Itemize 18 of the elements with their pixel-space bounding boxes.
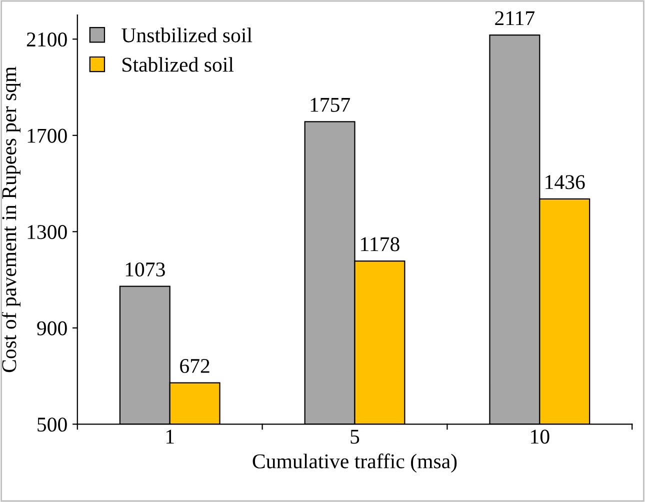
- y-axis-title: Cost of pavement in Rupees per sqm: [1, 66, 20, 372]
- legend-label: Stablized soil: [122, 57, 234, 72]
- x-tick-label: 1: [166, 430, 174, 444]
- data-label: 672: [180, 359, 210, 374]
- legend-label: Unstbilized soil: [122, 28, 252, 42]
- data-label: 1436: [546, 175, 585, 190]
- x-axis-title: Cumulative traffic (msa): [252, 454, 457, 473]
- y-tick-label: 900: [37, 321, 67, 336]
- data-label: 1178: [361, 237, 400, 252]
- data-label: 2117: [495, 11, 535, 26]
- data-label: 1757: [310, 98, 350, 112]
- y-tick-label: 2100: [26, 32, 67, 47]
- x-tick-label: 10: [531, 430, 550, 444]
- y-tick-label: 1300: [28, 225, 67, 240]
- y-tick-label: 1700: [28, 128, 67, 143]
- y-tick-label: 500: [38, 418, 67, 432]
- x-tick-label: 5: [350, 430, 360, 444]
- data-label: 1073: [126, 262, 165, 276]
